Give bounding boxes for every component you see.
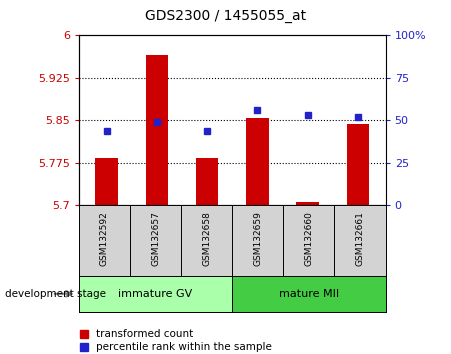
- Bar: [296, 202, 319, 205]
- Text: immature GV: immature GV: [119, 289, 193, 299]
- Bar: [347, 124, 369, 205]
- Text: GSM132592: GSM132592: [100, 211, 109, 266]
- Text: GSM132661: GSM132661: [355, 211, 364, 266]
- Text: development stage: development stage: [5, 289, 106, 299]
- Bar: [95, 158, 118, 205]
- Bar: [146, 55, 168, 205]
- Text: GSM132660: GSM132660: [304, 211, 313, 266]
- Text: GDS2300 / 1455055_at: GDS2300 / 1455055_at: [145, 9, 306, 23]
- Bar: [246, 118, 269, 205]
- Text: mature MII: mature MII: [279, 289, 339, 299]
- Legend: transformed count, percentile rank within the sample: transformed count, percentile rank withi…: [80, 329, 272, 352]
- Text: GSM132657: GSM132657: [151, 211, 160, 266]
- Text: GSM132659: GSM132659: [253, 211, 262, 266]
- Text: GSM132658: GSM132658: [202, 211, 211, 266]
- Bar: [196, 158, 218, 205]
